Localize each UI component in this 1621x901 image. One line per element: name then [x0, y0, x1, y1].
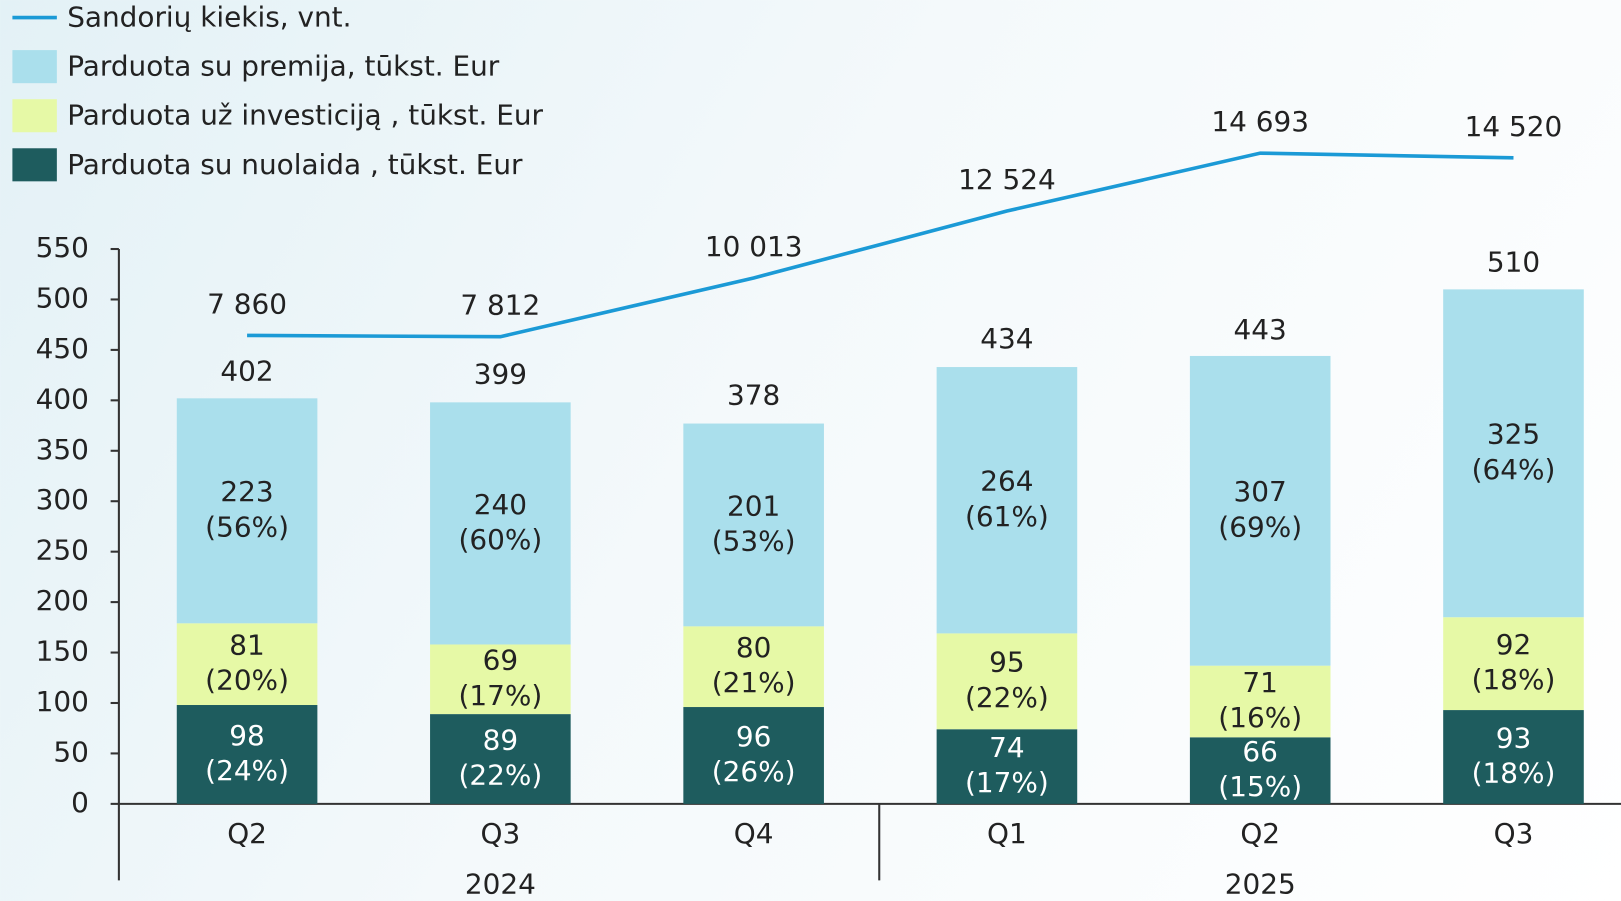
- y-tick-label: 550: [36, 231, 89, 264]
- segment-share-label: (16%): [1218, 701, 1302, 734]
- bar-segment: [1443, 710, 1584, 804]
- segment-share-label: (24%): [205, 754, 289, 787]
- x-tick-label: Q1: [987, 817, 1027, 850]
- segment-share-label: (18%): [1472, 757, 1556, 790]
- segment-share-label: (15%): [1218, 770, 1302, 803]
- segment-value-label: 96: [736, 720, 772, 753]
- bar-segment: [683, 423, 824, 627]
- x-tick-label: Q2: [1240, 817, 1280, 850]
- bar-segment: [936, 633, 1078, 730]
- segment-share-label: (60%): [458, 523, 542, 556]
- legend-label: Parduota su premija, tūkst. Eur: [67, 50, 500, 83]
- segment-value-label: 71: [1242, 666, 1278, 699]
- legend-swatch: [12, 148, 57, 182]
- y-tick-label: 0: [71, 786, 89, 819]
- segment-value-label: 93: [1496, 721, 1532, 754]
- line-value-label: 14 520: [1465, 110, 1563, 143]
- y-tick-label: 100: [36, 685, 89, 718]
- segment-share-label: (61%): [965, 500, 1049, 533]
- segment-value-label: 69: [483, 644, 519, 677]
- y-tick-label: 400: [36, 382, 89, 415]
- legend-label: Parduota su nuolaida , tūkst. Eur: [67, 148, 523, 181]
- y-tick-label: 50: [53, 735, 89, 768]
- segment-value-label: 74: [989, 731, 1025, 764]
- legend-label: Sandorių kiekis, vnt.: [67, 1, 351, 34]
- x-tick-label: Q3: [1494, 817, 1534, 850]
- x-tick-label: Q4: [734, 817, 774, 850]
- line-value-label: 7 812: [460, 289, 540, 322]
- bar-segment: [176, 398, 318, 624]
- bar-segment: [1189, 665, 1331, 738]
- segment-value-label: 81: [229, 629, 265, 662]
- bar-segment: [936, 729, 1078, 804]
- legend-label: Parduota už investiciją , tūkst. Eur: [67, 99, 543, 132]
- segment-share-label: (22%): [458, 759, 542, 792]
- segment-share-label: (21%): [712, 666, 796, 699]
- segment-value-label: 66: [1242, 735, 1278, 768]
- line-value-label: 10 013: [705, 230, 803, 263]
- x-tick-label: Q2: [227, 817, 267, 850]
- y-tick-label: 150: [36, 635, 89, 668]
- segment-value-label: 264: [980, 465, 1033, 498]
- line-value-label: 7 860: [207, 287, 287, 320]
- bar-segment: [176, 705, 318, 804]
- segment-value-label: 325: [1487, 418, 1540, 451]
- legend-swatch: [12, 99, 57, 133]
- line-value-label: 14 693: [1211, 105, 1309, 138]
- bar-segment: [176, 623, 318, 706]
- group-label: 2024: [465, 868, 536, 901]
- segment-share-label: (22%): [965, 681, 1049, 714]
- segment-share-label: (17%): [458, 679, 542, 712]
- y-tick-label: 200: [36, 584, 89, 617]
- segment-value-label: 240: [474, 488, 527, 521]
- segment-value-label: 95: [989, 646, 1025, 679]
- line-series: [247, 151, 1514, 339]
- y-tick-label: 350: [36, 433, 89, 466]
- segment-value-label: 92: [1496, 628, 1532, 661]
- segment-value-label: 307: [1234, 475, 1287, 508]
- segment-share-label: (20%): [205, 664, 289, 697]
- segment-share-label: (64%): [1472, 453, 1556, 486]
- segment-value-label: 201: [727, 489, 780, 522]
- bar-segment: [936, 367, 1078, 634]
- bar-segment: [430, 644, 571, 715]
- total-label: 510: [1487, 246, 1540, 279]
- y-tick-label: 450: [36, 332, 89, 365]
- segment-share-label: (69%): [1218, 510, 1302, 543]
- bar-segment: [1443, 617, 1584, 711]
- total-label: 434: [980, 322, 1033, 355]
- y-tick-label: 300: [36, 483, 89, 516]
- total-label: 443: [1234, 313, 1287, 346]
- legend-swatch: [12, 50, 57, 84]
- group-label: 2025: [1225, 868, 1296, 901]
- segment-share-label: (53%): [712, 525, 796, 558]
- bar-segment: [683, 626, 824, 708]
- total-label: 378: [727, 379, 780, 412]
- segment-share-label: (26%): [712, 755, 796, 788]
- y-tick-label: 250: [36, 534, 89, 567]
- bar-segment: [1189, 737, 1331, 804]
- y-tick-label: 500: [36, 281, 89, 314]
- segment-value-label: 89: [483, 723, 519, 756]
- segment-share-label: (17%): [965, 766, 1049, 799]
- bar-segment: [683, 707, 824, 804]
- segment-value-label: 98: [229, 719, 265, 752]
- segment-share-label: (56%): [205, 510, 289, 543]
- total-label: 399: [474, 358, 527, 391]
- bar-segment: [430, 402, 571, 645]
- segment-value-label: 223: [220, 475, 273, 508]
- bar-segment: [1443, 289, 1584, 618]
- x-tick-label: Q3: [481, 817, 521, 850]
- segment-share-label: (18%): [1472, 663, 1556, 696]
- total-label: 402: [220, 354, 273, 387]
- segment-value-label: 80: [736, 631, 772, 664]
- bar-segment: [430, 714, 571, 804]
- bar-segment: [1189, 355, 1331, 666]
- line-value-label: 12 524: [958, 163, 1056, 196]
